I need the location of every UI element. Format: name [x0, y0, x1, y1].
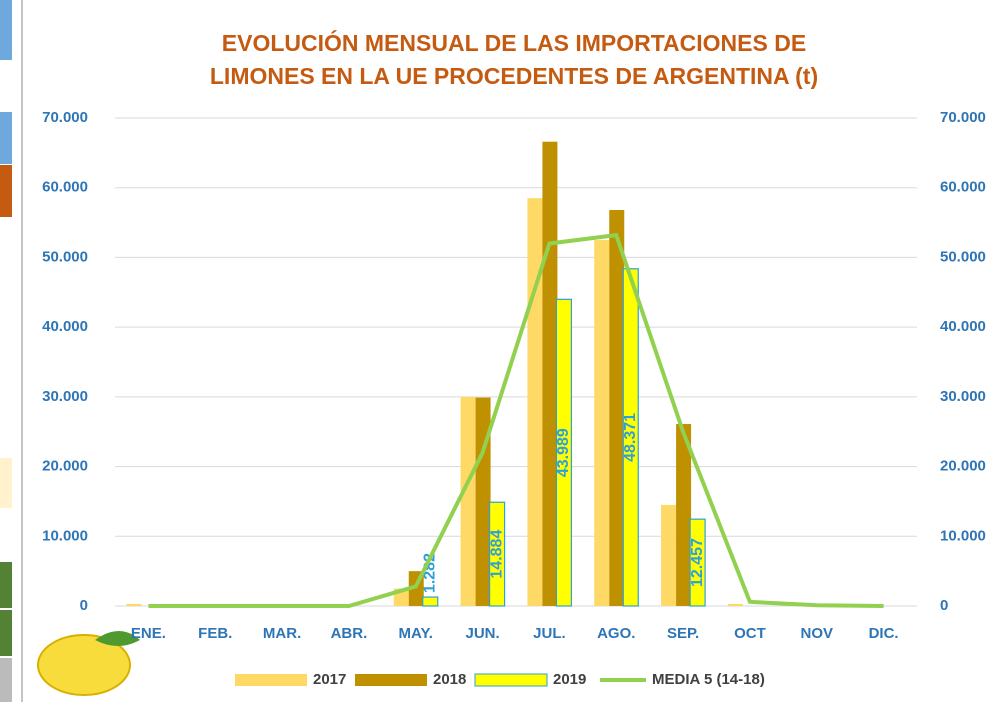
legend-swatch	[355, 674, 427, 686]
data-label: 14.884	[488, 530, 505, 579]
x-tick-label: NOV	[800, 625, 833, 642]
data-label: 12.457	[689, 538, 706, 587]
chart-title: LIMONES EN LA UE PROCEDENTES DE ARGENTIN…	[210, 63, 818, 89]
x-tick-label: OCT	[734, 625, 766, 642]
legend-label: MEDIA 5 (14-18)	[652, 671, 765, 688]
y2-tick-label: 40.000	[940, 318, 986, 335]
data-label: 43.989	[555, 428, 572, 477]
lemon-icon	[37, 631, 140, 696]
y2-tick-label: 50.000	[940, 248, 986, 265]
y2-tick-label: 30.000	[940, 388, 986, 405]
x-tick-label: MAR.	[263, 625, 301, 642]
bar	[609, 210, 625, 606]
y-tick-label: 60.000	[42, 179, 88, 196]
bar	[488, 501, 506, 607]
x-tick-label: JUL.	[533, 625, 566, 642]
bar	[555, 298, 573, 607]
data-label: 48.371	[622, 413, 639, 462]
legend-swatch	[235, 674, 307, 686]
y-tick-label: 30.000	[42, 388, 88, 405]
x-tick-label: ENE.	[131, 625, 166, 642]
x-tick-label: FEB.	[198, 625, 232, 642]
y2-tick-label: 70.000	[940, 109, 986, 126]
chart-title: EVOLUCIÓN MENSUAL DE LAS IMPORTACIONES D…	[222, 29, 806, 56]
y-tick-label: 10.000	[42, 527, 88, 544]
line-series	[148, 232, 884, 608]
y2-tick-label: 20.000	[940, 458, 986, 475]
bar	[527, 198, 543, 606]
bar	[460, 396, 476, 606]
bar	[622, 268, 639, 607]
bar	[689, 518, 706, 607]
x-tick-label: JUN.	[465, 625, 499, 642]
legend-label: 2019	[553, 671, 586, 688]
bar	[542, 141, 558, 606]
bar	[126, 603, 142, 606]
y2-tick-label: 60.000	[940, 179, 986, 196]
x-tick-label: ABR.	[331, 625, 368, 642]
y-tick-label: 40.000	[42, 318, 88, 335]
x-tick-label: SEP.	[667, 625, 699, 642]
bar	[475, 397, 491, 606]
legend-label: 2017	[313, 671, 346, 688]
y-tick-label: 50.000	[42, 248, 88, 265]
y2-tick-label: 0	[940, 597, 948, 614]
left-edge-cells	[0, 0, 23, 702]
x-tick-label: AGO.	[597, 625, 635, 642]
y-tick-label: 70.000	[42, 109, 88, 126]
x-tick-label: MAY.	[399, 625, 433, 642]
x-tick-label: DIC.	[869, 625, 899, 642]
y-tick-label: 20.000	[42, 458, 88, 475]
bar	[676, 424, 692, 606]
bar	[422, 596, 439, 607]
y-tick-label: 0	[80, 597, 88, 614]
bar	[661, 504, 677, 606]
bar	[727, 603, 743, 606]
bar	[594, 240, 610, 606]
y2-tick-label: 10.000	[940, 527, 986, 544]
legend-label: 2018	[433, 671, 466, 688]
legend-swatch	[474, 673, 548, 687]
